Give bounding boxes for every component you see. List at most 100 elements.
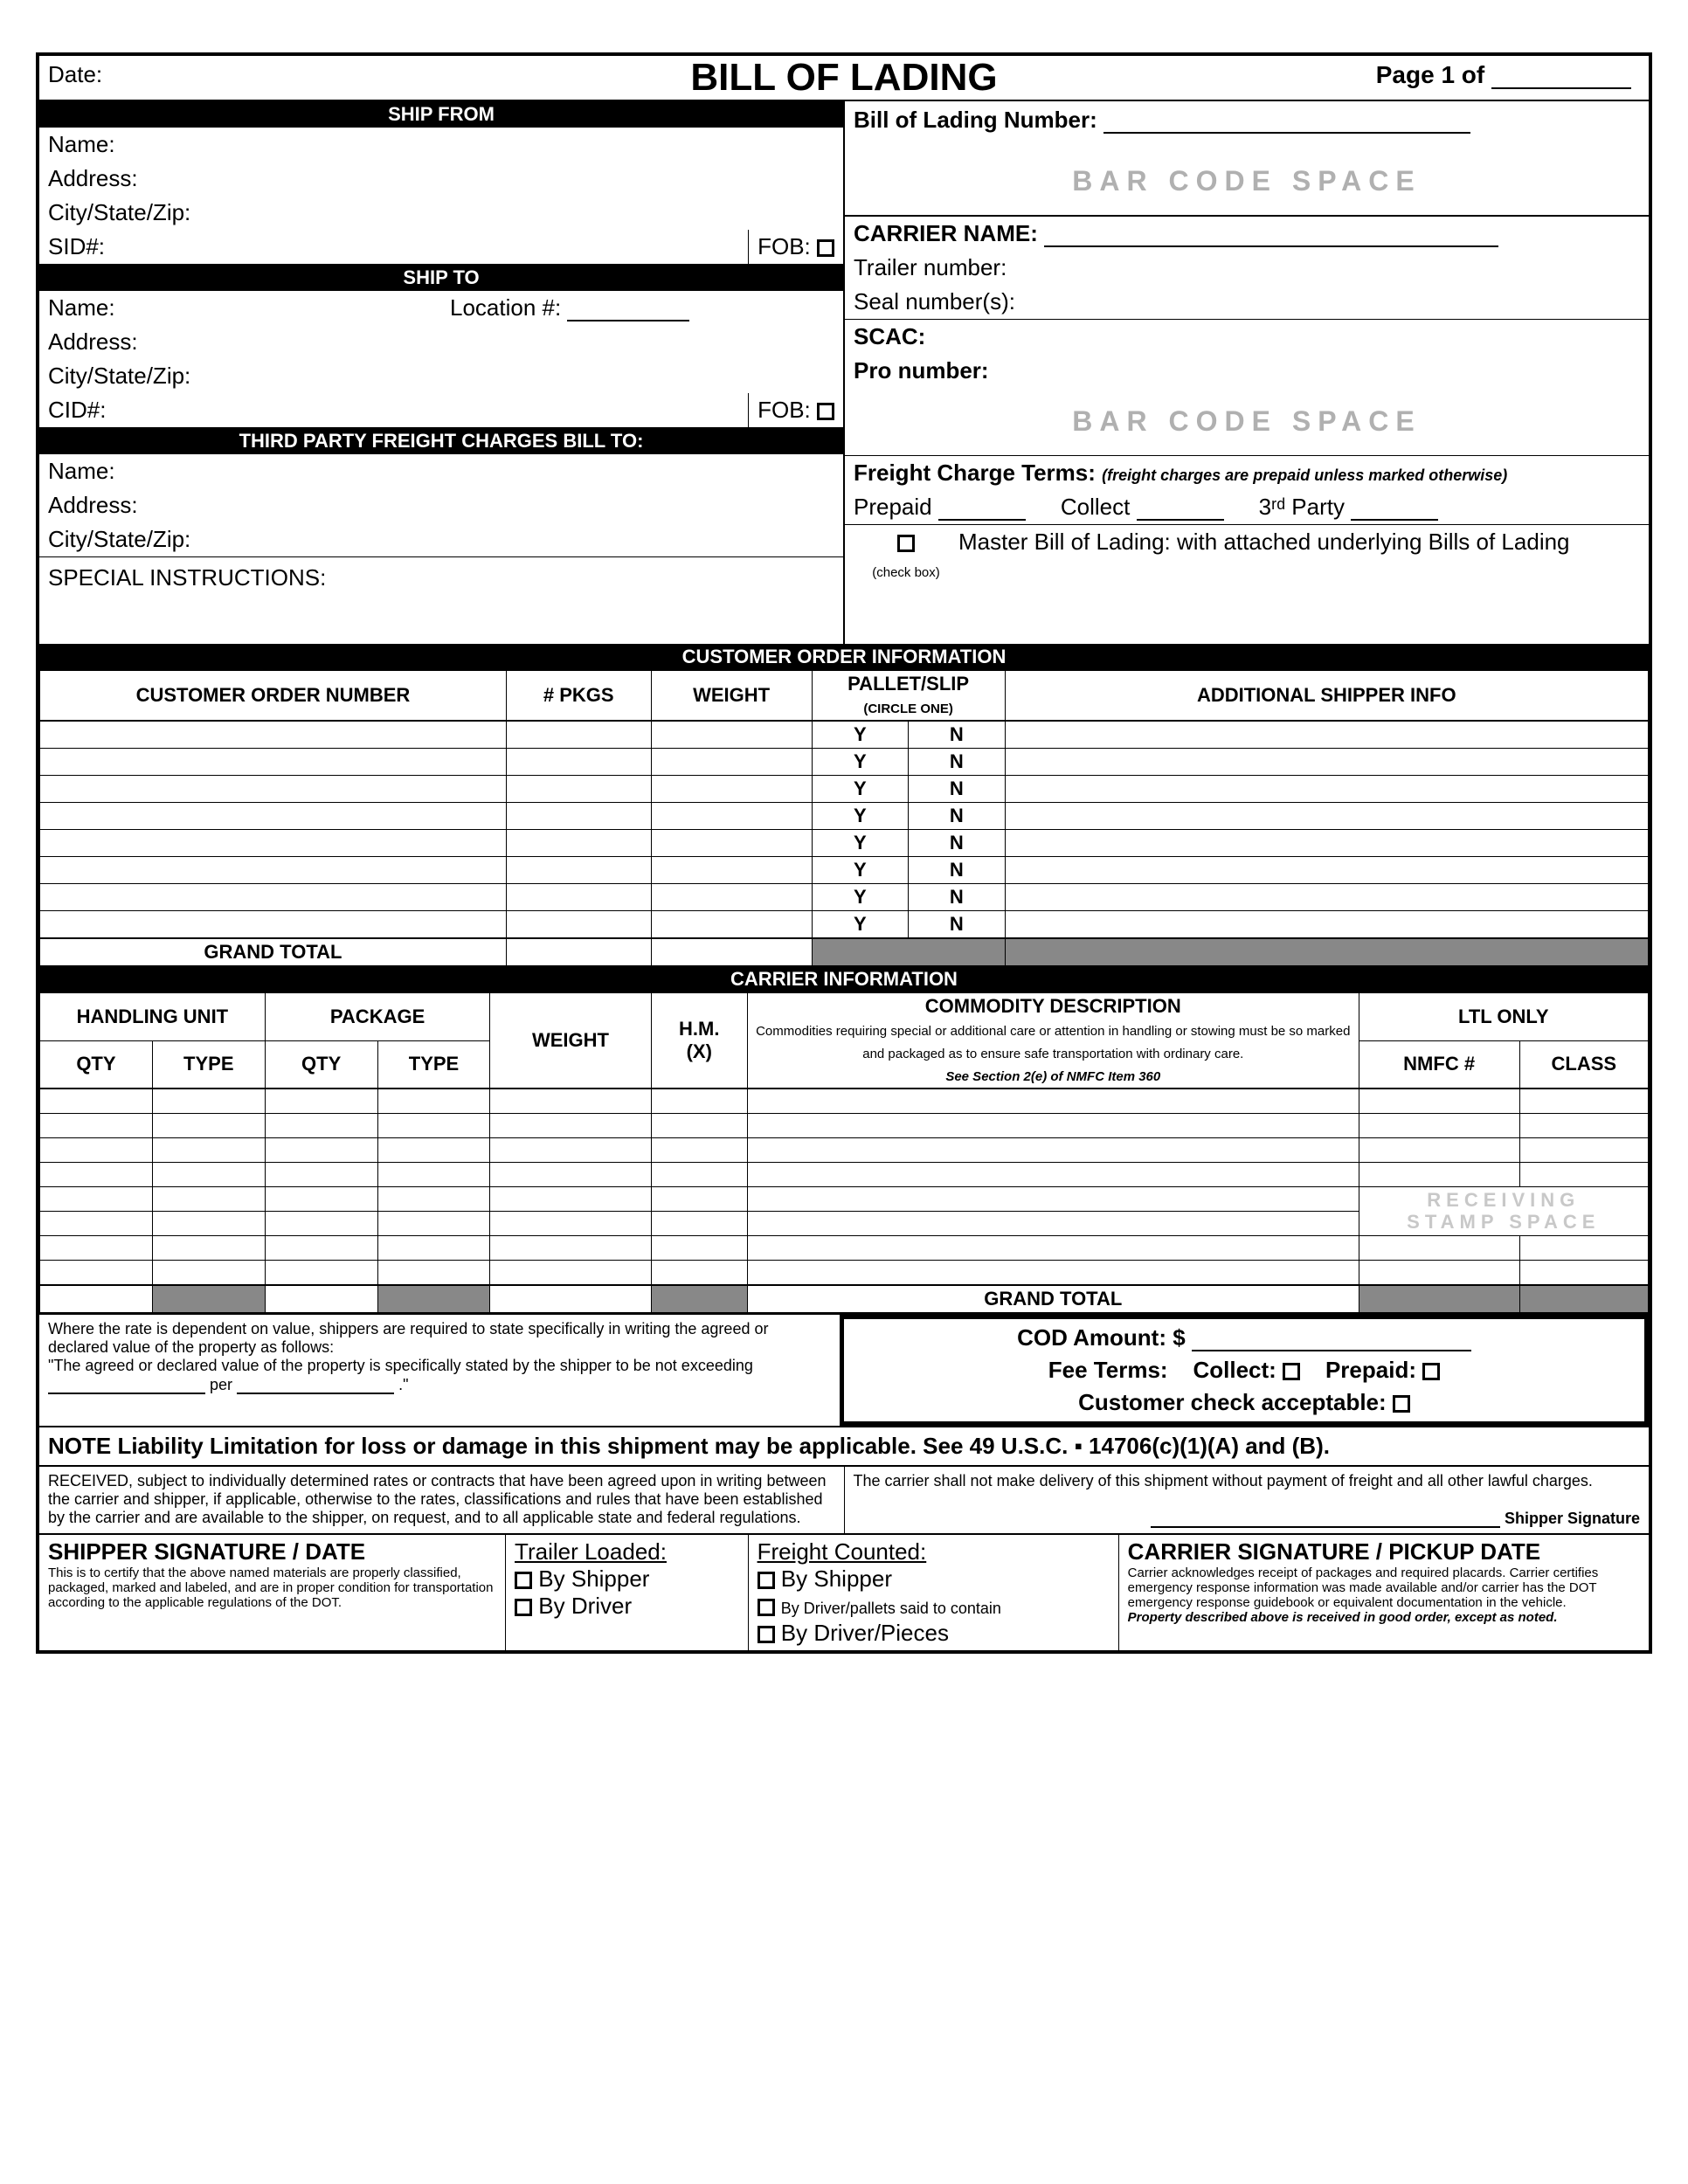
cust-row-addl[interactable] — [1005, 857, 1648, 884]
carrier-row-class[interactable] — [1519, 1236, 1648, 1261]
carrier-row-nmfc[interactable] — [1359, 1089, 1519, 1114]
carrier-row-qty2[interactable] — [265, 1261, 377, 1285]
cust-row-ordernum[interactable] — [40, 776, 507, 803]
carrier-row-type2[interactable] — [377, 1138, 490, 1163]
carrier-row-qty1[interactable] — [40, 1236, 153, 1261]
carrier-row-class[interactable] — [1519, 1261, 1648, 1285]
carrier-row-class[interactable] — [1519, 1089, 1648, 1114]
carrier-row-desc[interactable] — [747, 1261, 1359, 1285]
prepaid-blank[interactable] — [938, 501, 1026, 521]
trailer-by-shipper-checkbox[interactable] — [515, 1572, 532, 1589]
carrier-row-weight[interactable] — [490, 1163, 651, 1187]
carrier-row-weight[interactable] — [490, 1138, 651, 1163]
carrier-row-type2[interactable] — [377, 1261, 490, 1285]
collect-blank[interactable] — [1137, 501, 1224, 521]
carrier-row-nmfc[interactable] — [1359, 1236, 1519, 1261]
carrier-row-type2[interactable] — [377, 1236, 490, 1261]
carrier-row-hm[interactable] — [651, 1212, 747, 1236]
sf-fob-checkbox[interactable] — [817, 239, 834, 257]
carrier-row-hm[interactable] — [651, 1261, 747, 1285]
carrier-row-qty2[interactable] — [265, 1089, 377, 1114]
carrier-row-type2[interactable] — [377, 1163, 490, 1187]
cust-row-weight[interactable] — [651, 776, 812, 803]
carrier-row-type2[interactable] — [377, 1212, 490, 1236]
carrier-row-qty2[interactable] — [265, 1187, 377, 1212]
cust-row-n[interactable]: N — [909, 857, 1005, 884]
freight-by-shipper-checkbox[interactable] — [758, 1572, 775, 1589]
carrier-row-hm[interactable] — [651, 1089, 747, 1114]
cust-row-addl[interactable] — [1005, 830, 1648, 857]
cust-row-ordernum[interactable] — [40, 722, 507, 749]
cust-row-n[interactable]: N — [909, 776, 1005, 803]
carrier-row-hm[interactable] — [651, 1163, 747, 1187]
cust-row-weight[interactable] — [651, 884, 812, 911]
cust-row-y[interactable]: Y — [812, 830, 908, 857]
carrier-row-weight[interactable] — [490, 1261, 651, 1285]
cust-row-n[interactable]: N — [909, 803, 1005, 830]
customer-check-checkbox[interactable] — [1393, 1395, 1410, 1413]
carrier-row-qty1[interactable] — [40, 1114, 153, 1138]
cust-row-n[interactable]: N — [909, 884, 1005, 911]
carrier-row-desc[interactable] — [747, 1236, 1359, 1261]
trailer-by-driver-checkbox[interactable] — [515, 1599, 532, 1616]
cust-row-y[interactable]: Y — [812, 884, 908, 911]
carrier-row-desc[interactable] — [747, 1212, 1359, 1236]
carrier-row-desc[interactable] — [747, 1114, 1359, 1138]
cust-row-addl[interactable] — [1005, 884, 1648, 911]
third-blank[interactable] — [1351, 501, 1438, 521]
cust-row-ordernum[interactable] — [40, 911, 507, 938]
cust-row-addl[interactable] — [1005, 749, 1648, 776]
carrier-row-weight[interactable] — [490, 1089, 651, 1114]
carrier-row-desc[interactable] — [747, 1089, 1359, 1114]
carrier-row-type1[interactable] — [152, 1212, 265, 1236]
cust-row-ordernum[interactable] — [40, 857, 507, 884]
carrier-name-blank[interactable] — [1044, 228, 1498, 247]
carrier-row-type1[interactable] — [152, 1236, 265, 1261]
carrier-row-nmfc[interactable] — [1359, 1163, 1519, 1187]
carrier-row-hm[interactable] — [651, 1138, 747, 1163]
cust-row-n[interactable]: N — [909, 722, 1005, 749]
carrier-row-class[interactable] — [1519, 1138, 1648, 1163]
carrier-row-hm[interactable] — [651, 1187, 747, 1212]
carrier-row-nmfc[interactable] — [1359, 1138, 1519, 1163]
carrier-row-weight[interactable] — [490, 1236, 651, 1261]
carrier-row-class[interactable] — [1519, 1114, 1648, 1138]
cust-row-pkgs[interactable] — [506, 830, 651, 857]
cust-row-ordernum[interactable] — [40, 830, 507, 857]
carrier-row-desc[interactable] — [747, 1138, 1359, 1163]
cust-row-addl[interactable] — [1005, 803, 1648, 830]
carrier-row-type2[interactable] — [377, 1089, 490, 1114]
prepaid-checkbox[interactable] — [1422, 1363, 1440, 1380]
carrier-row-weight[interactable] — [490, 1187, 651, 1212]
carrier-row-hm[interactable] — [651, 1114, 747, 1138]
carrier-row-type1[interactable] — [152, 1089, 265, 1114]
carrier-row-nmfc[interactable] — [1359, 1114, 1519, 1138]
cust-row-ordernum[interactable] — [40, 749, 507, 776]
cust-row-weight[interactable] — [651, 749, 812, 776]
cust-row-pkgs[interactable] — [506, 749, 651, 776]
carrier-row-nmfc[interactable] — [1359, 1261, 1519, 1285]
cust-row-pkgs[interactable] — [506, 884, 651, 911]
cust-row-y[interactable]: Y — [812, 857, 908, 884]
carrier-row-qty1[interactable] — [40, 1089, 153, 1114]
st-fob-checkbox[interactable] — [817, 403, 834, 420]
carrier-row-qty2[interactable] — [265, 1236, 377, 1261]
carrier-row-desc[interactable] — [747, 1187, 1359, 1212]
carrier-row-qty2[interactable] — [265, 1163, 377, 1187]
cust-row-pkgs[interactable] — [506, 776, 651, 803]
carrier-row-qty1[interactable] — [40, 1187, 153, 1212]
cust-row-n[interactable]: N — [909, 749, 1005, 776]
carrier-row-qty2[interactable] — [265, 1212, 377, 1236]
cust-row-n[interactable]: N — [909, 911, 1005, 938]
carrier-row-weight[interactable] — [490, 1114, 651, 1138]
cust-row-n[interactable]: N — [909, 830, 1005, 857]
carrier-row-type2[interactable] — [377, 1114, 490, 1138]
cust-row-y[interactable]: Y — [812, 722, 908, 749]
carrier-row-weight[interactable] — [490, 1212, 651, 1236]
cust-row-addl[interactable] — [1005, 722, 1648, 749]
cust-row-weight[interactable] — [651, 722, 812, 749]
carrier-row-type1[interactable] — [152, 1187, 265, 1212]
cust-row-y[interactable]: Y — [812, 749, 908, 776]
carrier-row-qty1[interactable] — [40, 1163, 153, 1187]
freight-by-driver-pallets-checkbox[interactable] — [758, 1599, 775, 1616]
